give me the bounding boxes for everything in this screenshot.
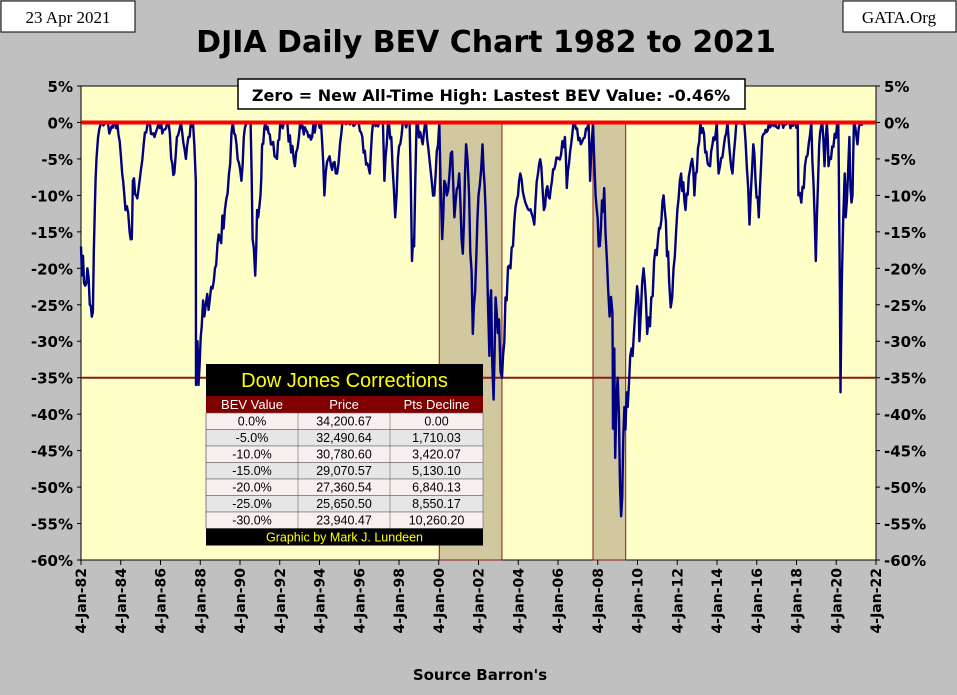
table-title-bar xyxy=(206,364,483,396)
table-header-cell: Pts Decline xyxy=(404,397,470,412)
x-tick-label: 4-Jan-06 xyxy=(551,568,567,633)
y-tick-label-right: 0% xyxy=(884,114,909,132)
x-tick-label: 4-Jan-94 xyxy=(313,568,329,634)
table-cell: 8,550.17 xyxy=(412,497,461,511)
y-tick-label-right: -35% xyxy=(884,370,926,388)
y-tick-label-right: -60% xyxy=(884,552,926,570)
date-box: 23 Apr 2021 xyxy=(0,0,136,33)
table-header-cell: BEV Value xyxy=(221,397,283,412)
x-tick-label: 4-Jan-12 xyxy=(670,568,686,633)
x-tick-label: 4-Jan-88 xyxy=(193,568,209,633)
y-tick-label-right: -20% xyxy=(884,260,926,278)
table-cell: 27,360.54 xyxy=(316,481,372,495)
x-tick-label: 4-Jan-22 xyxy=(869,568,885,633)
y-tick-label-right: -5% xyxy=(884,151,916,169)
x-tick-label: 4-Jan-04 xyxy=(511,568,527,634)
x-tick-label: 4-Jan-00 xyxy=(432,568,448,634)
y-tick-label-left: -50% xyxy=(31,479,73,497)
source-box: GATA.Org xyxy=(842,0,957,33)
x-tick-label: 4-Jan-86 xyxy=(154,568,170,633)
y-tick-label-right: -25% xyxy=(884,297,926,315)
corrections-table: Dow Jones Corrections BEV Value Price Pts D… xyxy=(205,364,484,546)
table-cell: 5,130.10 xyxy=(412,464,461,478)
table-credit: Graphic by Mark J. Lundeen xyxy=(266,531,423,545)
y-tick-label-right: -55% xyxy=(884,516,926,534)
y-tick-label-left: -10% xyxy=(31,187,73,205)
x-tick-label: 4-Jan-08 xyxy=(591,568,607,633)
table-cell: 32,490.64 xyxy=(316,431,372,445)
y-tick-label-right: -50% xyxy=(884,479,926,497)
date-label: 23 Apr 2021 xyxy=(26,8,111,27)
y-tick-label-left: -15% xyxy=(31,224,73,242)
table-credit-bar xyxy=(206,528,483,546)
x-tick-label: 4-Jan-98 xyxy=(392,568,408,633)
y-tick-label-right: -15% xyxy=(884,224,926,242)
chart-title: DJIA Daily BEV Chart 1982 to 2021 xyxy=(196,25,776,60)
y-tick-label-left: -20% xyxy=(31,260,73,278)
y-tick-label-left: -45% xyxy=(31,443,73,461)
table-cell: 0.0% xyxy=(238,415,267,429)
y-tick-label-right: -40% xyxy=(884,406,926,424)
y-tick-label-left: -30% xyxy=(31,333,73,351)
y-tick-label-right: -10% xyxy=(884,187,926,205)
table-cell: 10,260.20 xyxy=(409,514,465,528)
table-cell: -15.0% xyxy=(232,464,272,478)
x-tick-label: 4-Jan-90 xyxy=(233,568,249,634)
x-tick-label: 4-Jan-14 xyxy=(710,568,726,634)
x-tick-label: 4-Jan-92 xyxy=(273,568,289,633)
table-title: Dow Jones Corrections xyxy=(241,370,448,392)
table-cell: 30,780.60 xyxy=(316,448,372,462)
x-tick-label: 4-Jan-10 xyxy=(631,568,647,634)
x-tick-label: 4-Jan-82 xyxy=(74,568,90,633)
table-cell: 6,840.13 xyxy=(412,481,461,495)
table-cell: -20.0% xyxy=(232,481,272,495)
table-header-cell: Price xyxy=(329,397,359,412)
callout-label: Zero = New All-Time High: Lastest BEV Va… xyxy=(252,86,730,105)
x-tick-label: 4-Jan-20 xyxy=(829,568,845,634)
y-tick-label-left: -5% xyxy=(41,151,73,169)
y-tick-label-left: 5% xyxy=(48,78,73,96)
y-tick-label-right: -30% xyxy=(884,333,926,351)
x-tick-label: 4-Jan-18 xyxy=(790,568,806,633)
y-tick-label-left: -35% xyxy=(31,370,73,388)
source-label: GATA.Org xyxy=(862,8,937,27)
table-cell: -5.0% xyxy=(236,431,269,445)
x-tick-label: 4-Jan-84 xyxy=(114,568,130,634)
x-tick-label: 4-Jan-96 xyxy=(352,568,368,633)
callout-box: Zero = New All-Time High: Lastest BEV Va… xyxy=(237,78,746,110)
y-tick-label-right: -45% xyxy=(884,443,926,461)
table-cell: 23,940.47 xyxy=(316,514,372,528)
table-cell: -10.0% xyxy=(232,448,272,462)
y-tick-label-left: -25% xyxy=(31,297,73,315)
y-tick-label-left: -60% xyxy=(31,552,73,570)
table-cell: 25,650.50 xyxy=(316,497,372,511)
x-tick-label: 4-Jan-16 xyxy=(750,568,766,633)
table-cell: -25.0% xyxy=(232,497,272,511)
table-cell: 34,200.67 xyxy=(316,415,372,429)
table-cell: 1,710.03 xyxy=(412,431,461,445)
y-tick-label-right: 5% xyxy=(884,78,909,96)
table-cell: 0.00 xyxy=(424,415,448,429)
footer-source: Source Barron's xyxy=(413,666,547,684)
table-header-row xyxy=(206,396,483,413)
y-tick-label-left: -55% xyxy=(31,516,73,534)
table-cell: -30.0% xyxy=(232,514,272,528)
y-tick-label-left: -40% xyxy=(31,406,73,424)
table-cell: 3,420.07 xyxy=(412,448,461,462)
y-tick-label-left: 0% xyxy=(48,114,73,132)
x-tick-label: 4-Jan-02 xyxy=(472,568,488,633)
table-cell: 29,070.57 xyxy=(316,464,372,478)
